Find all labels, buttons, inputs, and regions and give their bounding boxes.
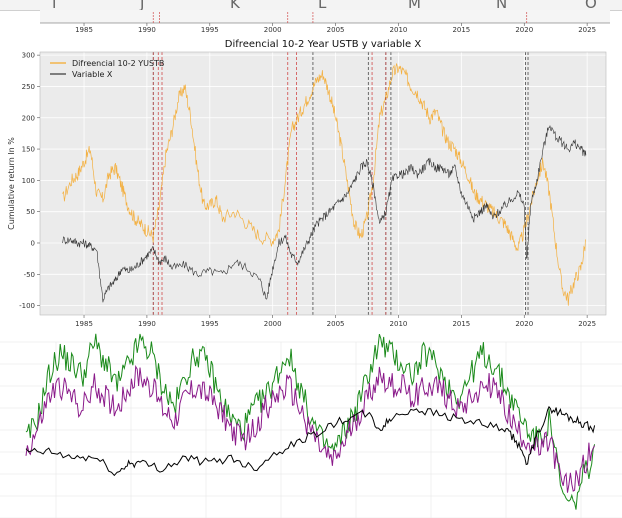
x-tick-label: 2025 bbox=[578, 320, 596, 328]
column-letter[interactable]: J bbox=[140, 0, 145, 11]
legend-label: Variable X bbox=[72, 70, 113, 79]
series-line-variable-x bbox=[62, 125, 587, 303]
lower-chart-background bbox=[0, 340, 622, 518]
y-tick-label: -50 bbox=[24, 271, 35, 279]
chart-title: Difreencial 10-2 Year USTB y variable X bbox=[225, 39, 422, 50]
legend-label: Difreencial 10-2 YUSTB bbox=[72, 59, 164, 68]
y-tick-label: 0 bbox=[31, 239, 35, 247]
y-tick-label: 250 bbox=[22, 83, 35, 91]
main-plot-area bbox=[40, 52, 606, 315]
upper-x-tick-label: 2010 bbox=[390, 26, 408, 34]
column-letter[interactable]: K bbox=[230, 0, 240, 11]
column-letter[interactable]: O bbox=[585, 0, 597, 11]
upper-x-tick-label: 1995 bbox=[201, 26, 219, 34]
upper-x-tick-label: 2020 bbox=[515, 26, 533, 34]
upper-x-tick-label: 2005 bbox=[327, 26, 345, 34]
upper-chart-residue bbox=[40, 10, 610, 23]
upper-x-tick-label: 2000 bbox=[264, 26, 282, 34]
x-tick-label: 2020 bbox=[515, 320, 533, 328]
y-tick-label: 200 bbox=[22, 114, 35, 122]
y-tick-label: 50 bbox=[26, 208, 35, 216]
main-plot-frame bbox=[39, 51, 607, 316]
column-letter[interactable]: I bbox=[52, 0, 57, 11]
y-tick-label: 100 bbox=[22, 177, 35, 185]
series-line-differential bbox=[62, 63, 586, 306]
x-tick-label: 2010 bbox=[390, 320, 408, 328]
lower-series-line bbox=[25, 405, 596, 477]
column-letter[interactable]: L bbox=[318, 0, 327, 11]
y-tick-label: 150 bbox=[22, 146, 35, 154]
x-tick-label: 1990 bbox=[138, 320, 156, 328]
x-tick-label: 2005 bbox=[327, 320, 345, 328]
y-axis-label: Cumulative return In % bbox=[7, 137, 16, 230]
upper-x-tick-label: 1990 bbox=[138, 26, 156, 34]
upper-x-tick-label: 2015 bbox=[452, 26, 470, 34]
x-tick-label: 1985 bbox=[75, 320, 93, 328]
x-tick-label: 1995 bbox=[201, 320, 219, 328]
lower-series-line bbox=[25, 333, 596, 510]
x-tick-label: 2015 bbox=[452, 320, 470, 328]
y-tick-label: 300 bbox=[22, 52, 35, 60]
lower-series-line bbox=[25, 364, 596, 493]
upper-x-tick-label: 1985 bbox=[75, 26, 93, 34]
column-letter[interactable]: M bbox=[408, 0, 421, 11]
x-tick-label: 2000 bbox=[264, 320, 282, 328]
column-letter[interactable]: N bbox=[496, 0, 508, 11]
y-tick-label: -100 bbox=[19, 302, 35, 310]
upper-x-tick-label: 2025 bbox=[578, 26, 596, 34]
